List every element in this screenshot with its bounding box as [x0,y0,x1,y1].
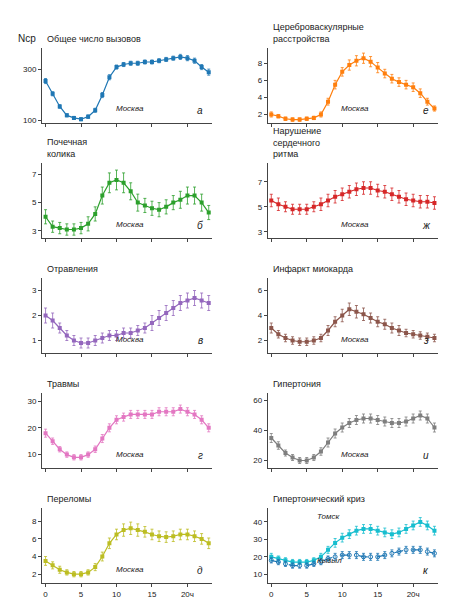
svg-text:е: е [423,105,429,116]
svg-text:Кызыл: Кызыл [317,556,342,565]
svg-text:0: 0 [43,590,48,599]
svg-text:Гипертония: Гипертония [273,379,321,389]
svg-text:6: 6 [32,535,37,544]
svg-text:300: 300 [23,65,37,74]
svg-text:Москва: Москва [116,335,144,344]
svg-text:10: 10 [253,570,262,579]
svg-text:д: д [197,565,203,576]
svg-text:0: 0 [269,590,274,599]
svg-text:6: 6 [258,76,263,85]
svg-text:Москва: Москва [341,335,369,344]
svg-text:5: 5 [79,590,84,599]
svg-text:15: 15 [148,590,157,599]
svg-text:Москва: Москва [116,220,144,229]
svg-text:2: 2 [258,110,263,119]
svg-text:Цереброваскулярныерасстройства: Цереброваскулярныерасстройства [273,22,364,44]
svg-text:20: 20 [27,424,36,433]
svg-text:2: 2 [258,336,263,345]
svg-text:4: 4 [258,93,263,102]
svg-text:5: 5 [305,590,310,599]
svg-text:а: а [197,105,203,116]
svg-text:Москва: Москва [341,220,369,229]
svg-text:4: 4 [32,552,37,561]
svg-text:60: 60 [253,396,262,405]
svg-text:20ч: 20ч [407,590,420,599]
svg-text:Инфаркт миокарда: Инфаркт миокарда [273,264,353,274]
svg-text:в: в [198,335,203,346]
svg-text:20: 20 [253,456,262,465]
svg-text:3: 3 [32,227,37,236]
svg-text:Гипертонический криз: Гипертонический криз [273,494,365,504]
svg-text:Переломы: Переломы [47,494,91,504]
svg-text:8: 8 [32,517,37,526]
svg-text:7: 7 [258,178,263,187]
svg-text:2: 2 [32,570,37,579]
svg-text:100: 100 [23,116,37,125]
svg-text:и: и [423,450,429,461]
svg-text:Нарушениесердечногоритма: Нарушениесердечногоритма [273,126,321,159]
svg-text:3: 3 [258,228,263,237]
svg-text:10: 10 [27,450,36,459]
svg-text:Почечнаяколика: Почечнаяколика [47,137,87,159]
svg-text:10: 10 [338,590,347,599]
svg-text:30: 30 [253,535,262,544]
svg-text:Москва: Москва [116,104,144,113]
svg-text:5: 5 [32,198,37,207]
svg-text:г: г [198,450,203,461]
svg-text:40: 40 [253,426,262,435]
svg-text:5: 5 [258,203,263,212]
svg-text:Травмы: Травмы [47,379,79,389]
svg-text:8: 8 [258,59,263,68]
svg-text:б: б [197,220,203,231]
svg-text:1: 1 [32,336,37,345]
svg-text:Москва: Москва [341,104,369,113]
svg-text:Москва: Москва [116,565,144,574]
svg-text:15: 15 [373,590,382,599]
svg-text:10: 10 [112,590,121,599]
svg-text:4: 4 [258,311,263,320]
svg-text:Отравления: Отравления [47,264,98,274]
svg-text:20ч: 20ч [181,590,194,599]
svg-text:Nср: Nср [18,33,36,44]
svg-text:6: 6 [258,286,263,295]
svg-text:20: 20 [253,553,262,562]
svg-text:Москва: Москва [116,450,144,459]
svg-text:к: к [423,565,429,576]
svg-text:Москва: Москва [341,450,369,459]
svg-text:30: 30 [27,397,36,406]
svg-text:40: 40 [253,518,262,527]
svg-text:Томск: Томск [317,512,340,521]
svg-text:з: з [423,335,429,346]
svg-text:Общее число вызовов: Общее число вызовов [47,34,141,44]
svg-text:7: 7 [32,170,37,179]
svg-text:ж: ж [422,220,431,231]
svg-text:3: 3 [32,286,37,295]
svg-text:2: 2 [32,311,37,320]
